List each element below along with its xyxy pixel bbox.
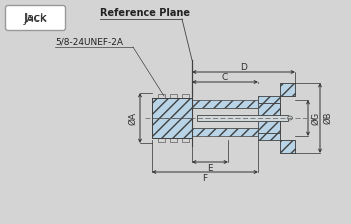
Text: ØA: ØA: [128, 111, 138, 125]
Bar: [152, 118, 192, 138]
Bar: [280, 83, 295, 96]
Polygon shape: [258, 83, 295, 103]
Bar: [192, 118, 258, 136]
Polygon shape: [258, 133, 295, 153]
Text: Jᴀᴄᴋ: Jᴀᴄᴋ: [24, 11, 47, 24]
Bar: [192, 108, 258, 128]
Bar: [192, 100, 258, 118]
Ellipse shape: [287, 116, 292, 120]
Bar: [152, 98, 192, 118]
Text: ØG: ØG: [311, 111, 320, 125]
Text: D: D: [240, 62, 247, 71]
Text: 5/8-24UNEF-2A: 5/8-24UNEF-2A: [55, 37, 123, 46]
Text: ØB: ØB: [324, 112, 332, 124]
Bar: [192, 108, 258, 128]
Bar: [197, 115, 288, 121]
Bar: [158, 94, 165, 98]
Text: Reference Plane: Reference Plane: [100, 8, 190, 18]
FancyBboxPatch shape: [6, 6, 66, 30]
Bar: [158, 138, 165, 142]
Bar: [170, 94, 177, 98]
Text: F: F: [203, 174, 207, 183]
Bar: [170, 138, 177, 142]
Text: C: C: [222, 73, 228, 82]
Bar: [258, 119, 280, 133]
Bar: [182, 138, 189, 142]
Text: E: E: [207, 164, 213, 172]
Bar: [280, 140, 295, 153]
Bar: [182, 94, 189, 98]
Bar: [258, 103, 280, 117]
Text: Jack: Jack: [24, 13, 47, 23]
